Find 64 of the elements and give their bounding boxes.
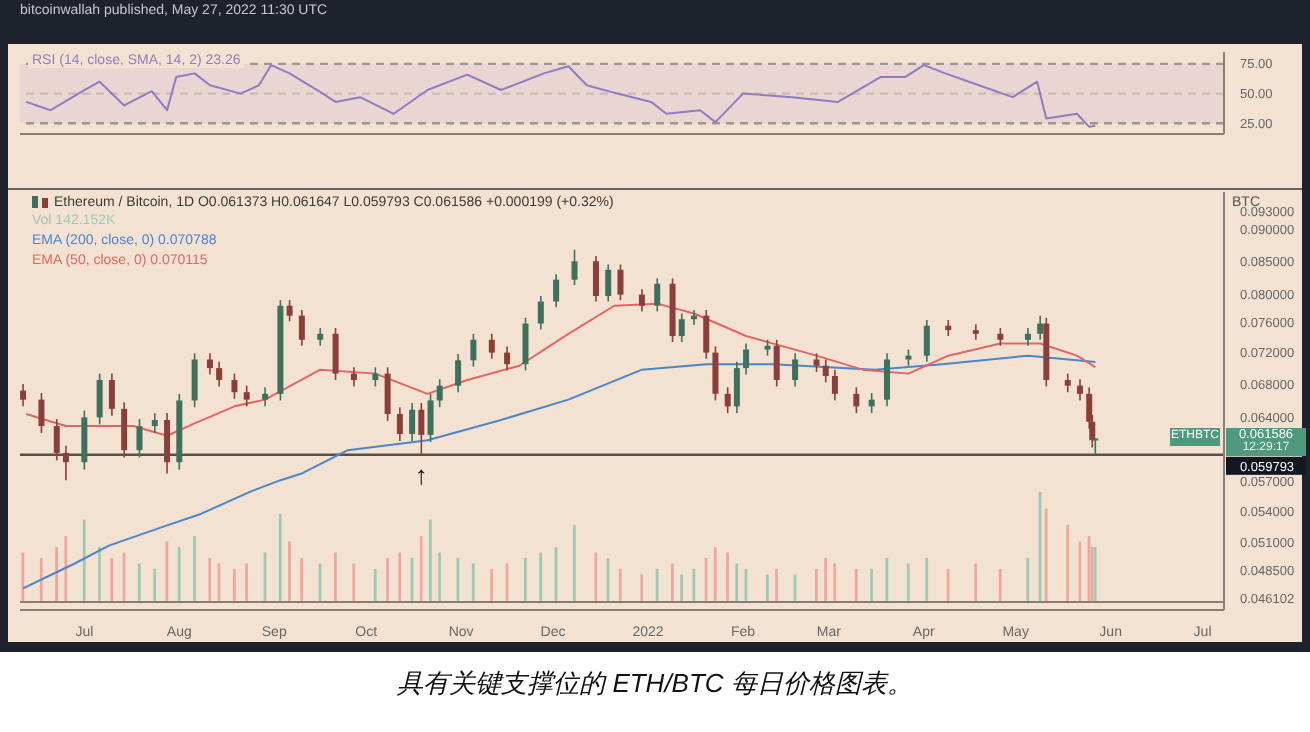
candlestick [488, 333, 495, 360]
candlestick [1037, 314, 1044, 341]
candlestick [350, 366, 357, 388]
candlestick [504, 345, 511, 372]
candlestick [216, 361, 223, 388]
candlestick [605, 263, 612, 303]
candlestick [206, 352, 213, 376]
candlestick [592, 255, 599, 303]
candlestick [384, 366, 391, 422]
candlestick [427, 393, 434, 443]
candlestick [733, 361, 740, 414]
candlestick [298, 309, 305, 347]
candlestick [945, 319, 952, 337]
candlestick [792, 352, 799, 388]
candlestick [553, 273, 560, 308]
candlestick [853, 386, 860, 414]
candlestick [831, 368, 838, 402]
candlestick [537, 295, 544, 331]
candlestick [96, 372, 103, 426]
candlestick [372, 366, 379, 388]
candlestick [20, 383, 27, 408]
candlestick [822, 358, 829, 384]
candlestick [571, 248, 578, 286]
candlestick [62, 444, 69, 481]
annotation: ↑ [412, 459, 430, 490]
candlestick [1077, 378, 1084, 402]
candlestick [470, 333, 477, 368]
candlestick [164, 412, 171, 475]
candlestick [53, 418, 60, 462]
candlestick [724, 386, 731, 414]
candlestick [436, 378, 443, 408]
candlestick [81, 409, 88, 471]
candlestick [703, 309, 710, 360]
candlestick [638, 288, 645, 313]
candlestick [773, 338, 780, 388]
candlestick [243, 384, 250, 408]
candlestick [678, 312, 685, 343]
candlestick [136, 418, 143, 459]
candlestick [884, 352, 890, 408]
candlestick [191, 352, 198, 408]
candlestick [813, 352, 820, 373]
candlestick [654, 277, 661, 313]
candlestick [418, 402, 425, 455]
candlestick [522, 316, 529, 372]
candlestick [396, 406, 403, 442]
candlestick [743, 342, 750, 376]
candlestick [332, 327, 339, 381]
candlestick [286, 299, 293, 323]
candlestick [868, 392, 875, 414]
candlestick [231, 372, 238, 400]
line-series [25, 64, 1097, 128]
candlestick [38, 392, 45, 434]
candlestick [617, 263, 624, 301]
text: 具有关键支撑位的 ETH/BTC 每日价格图表。 [395, 666, 915, 702]
candlestick [1064, 372, 1071, 393]
candlestick [455, 353, 462, 393]
candlestick [923, 319, 930, 363]
candlestick [151, 412, 158, 434]
candlestick [712, 345, 719, 402]
candlestick [972, 323, 979, 341]
candlestick [121, 401, 128, 459]
candlestick [108, 372, 115, 417]
candlestick [262, 386, 269, 408]
candlestick [409, 402, 416, 442]
